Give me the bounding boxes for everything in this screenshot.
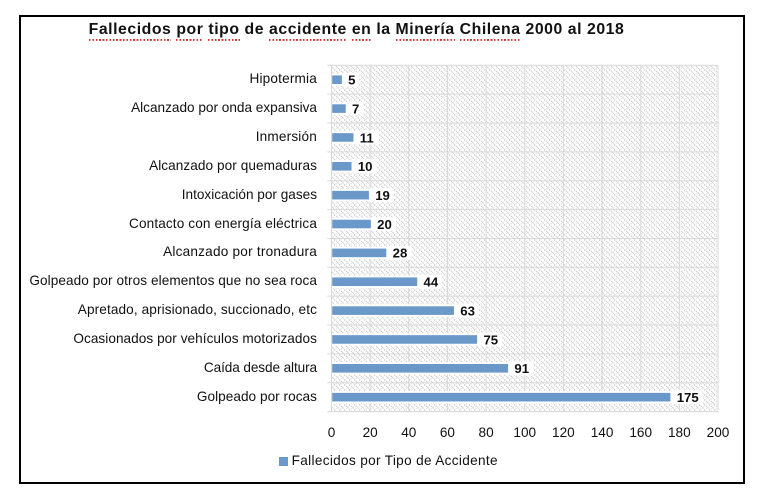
svg-text:11: 11	[360, 130, 374, 145]
svg-text:200: 200	[707, 425, 730, 440]
svg-text:0: 0	[328, 425, 336, 440]
svg-text:60: 60	[440, 425, 456, 440]
svg-text:20: 20	[363, 425, 379, 440]
svg-text:120: 120	[552, 425, 575, 440]
svg-text:5: 5	[348, 73, 355, 88]
svg-text:20: 20	[377, 217, 392, 232]
svg-text:75: 75	[483, 332, 498, 347]
svg-text:140: 140	[591, 425, 614, 440]
svg-text:160: 160	[629, 425, 652, 440]
svg-text:44: 44	[424, 275, 439, 290]
svg-text:100: 100	[513, 425, 536, 440]
svg-text:80: 80	[479, 425, 495, 440]
svg-text:19: 19	[375, 188, 390, 203]
svg-text:180: 180	[668, 425, 691, 440]
svg-text:10: 10	[358, 159, 373, 174]
svg-text:40: 40	[401, 425, 417, 440]
svg-text:28: 28	[393, 246, 408, 261]
svg-text:91: 91	[514, 361, 529, 376]
svg-text:7: 7	[352, 101, 359, 116]
svg-text:63: 63	[460, 303, 475, 318]
svg-text:175: 175	[677, 390, 699, 405]
